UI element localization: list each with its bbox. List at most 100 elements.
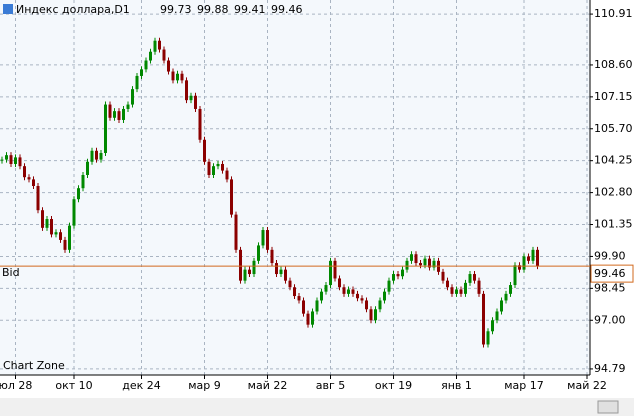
candle [221,163,224,171]
candle [108,104,112,118]
candle [135,75,139,90]
candle [113,111,116,118]
candle [234,214,238,250]
y-tick-label: 102.80 [594,186,633,199]
candle [117,111,121,120]
x-tick-label: мар 17 [504,379,544,392]
candle [212,166,215,175]
candle [189,95,193,101]
x-tick-label: май 22 [567,379,607,392]
candle [5,155,8,160]
candle [153,40,157,52]
candle [441,271,445,281]
candle [342,287,346,294]
candle [275,263,278,275]
candle [311,311,314,325]
x-tick-label: май 22 [248,379,288,392]
y-tick-label: 98.45 [594,281,626,294]
candle [54,232,58,235]
candle [72,199,76,226]
candle [491,320,494,332]
candle [486,331,490,345]
x-tick-label: дек 24 [122,379,161,392]
candle [288,280,292,288]
candle [131,89,134,105]
status-strip [0,398,634,416]
candle [500,300,503,312]
header-high: 99.88 [197,3,229,16]
candle [158,40,161,50]
watermark: Chart Zone [3,359,65,372]
candle [401,269,404,277]
symbol-title: Индекс доллара,D1 [16,3,130,16]
candle [302,300,305,314]
candle [257,245,260,261]
y-tick-label: 104.25 [594,154,633,167]
candle [378,300,382,310]
candle [338,278,341,288]
candle [324,285,328,292]
candle [459,289,463,294]
bid-price-label: 99.46 [594,267,626,280]
candle [522,256,526,270]
header-open: 99.73 [160,3,192,16]
candle [14,157,17,164]
symbol-icon[interactable] [3,4,13,14]
candle [360,298,364,301]
candle [428,258,431,268]
candle [216,163,220,167]
candle [405,260,409,270]
candle [99,152,103,160]
y-tick-label: 105.70 [594,122,633,135]
y-tick-label: 107.15 [594,90,633,103]
candle [392,274,395,281]
candle [347,289,350,294]
y-tick-label: 94.79 [594,362,626,375]
candle [468,274,472,283]
candle [450,287,454,294]
candles [0,37,539,348]
y-tick-label: 108.60 [594,58,633,71]
candle [104,104,107,153]
candle [446,280,449,288]
candle [320,291,323,301]
candle [9,155,13,164]
candle [419,263,422,266]
candle [77,188,80,200]
candle [167,60,170,72]
candle [68,225,71,250]
candle [351,289,355,294]
grid [0,0,590,375]
candle [41,210,44,228]
candle [270,249,274,264]
candle [293,287,296,297]
scroll-button[interactable] [597,400,619,414]
candle [396,274,400,277]
candle [230,179,233,215]
candle [27,177,31,180]
candle [513,265,517,286]
candle [315,300,319,312]
candle [374,309,377,321]
candle [423,258,427,266]
candle [239,249,242,281]
header-close: 99.46 [271,3,303,16]
candle [266,230,269,250]
candle [23,166,26,178]
candle [536,249,539,267]
candle [185,80,188,101]
plot-area [0,0,590,375]
candle [198,108,202,140]
candle [63,239,67,250]
candle [203,139,206,162]
x-tick-label: юл 28 [0,379,32,392]
candle [59,232,62,240]
candle [32,179,35,186]
candle [329,260,332,286]
candle [95,150,98,160]
candle [243,269,247,281]
candle [495,311,499,321]
candle [261,230,265,246]
candle [455,289,458,294]
